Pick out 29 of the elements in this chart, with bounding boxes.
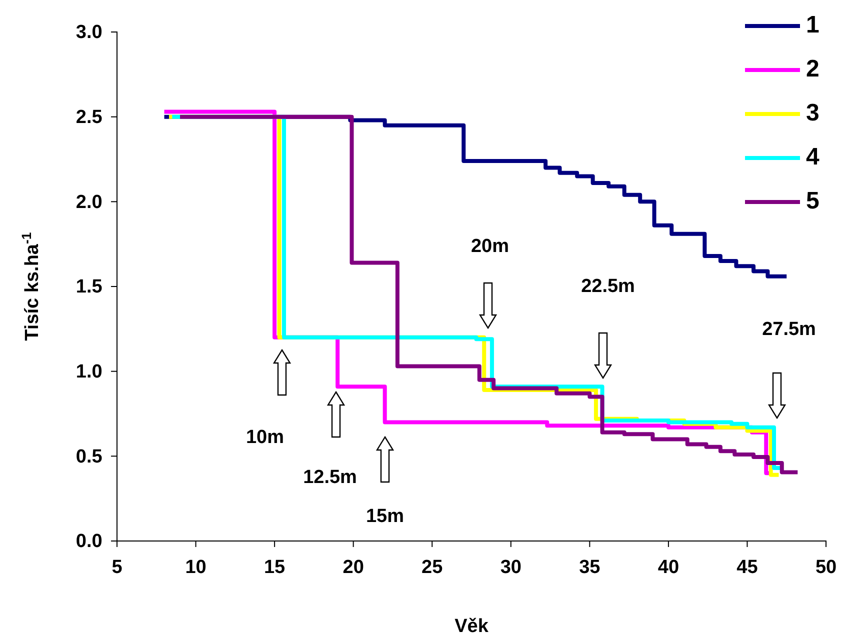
annotation: 15m [366,506,404,528]
x-tick-label: 20 [342,556,364,578]
y-tick-label: 1.5 [76,276,103,298]
annotation: 22.5m [581,276,635,298]
x-tick-label: 15 [264,556,286,578]
x-tick-label: 50 [815,556,837,578]
annotation: 12.5m [303,467,357,488]
y-tick-label: 1.0 [76,361,102,382]
y-tick-label: 2.0 [76,192,102,213]
legend-label: 4 [806,143,820,170]
y-tick-label: 2.5 [76,106,103,128]
legend-label: 5 [806,187,820,214]
x-tick-label: 35 [579,556,601,578]
x-axis-title: Věk [454,616,489,637]
x-tick-label: 30 [500,556,522,578]
legend-label: 2 [806,55,820,82]
legend-label: 1 [806,11,820,38]
x-tick-label: 25 [422,556,444,578]
x-tick-label: 10 [185,556,206,578]
x-tick-label: 5 [112,556,123,578]
x-tick-label: 40 [658,556,680,578]
annotation: 20m [470,236,510,258]
y-tick-label: 3.0 [76,22,102,44]
y-tick-label: 0.0 [76,531,102,552]
y-tick-label: 0.5 [76,446,103,468]
x-tick-label: 45 [736,556,758,578]
legend-label: 3 [806,99,820,126]
annotation: 27.5m [762,319,816,340]
annotation: 10m [246,427,284,448]
